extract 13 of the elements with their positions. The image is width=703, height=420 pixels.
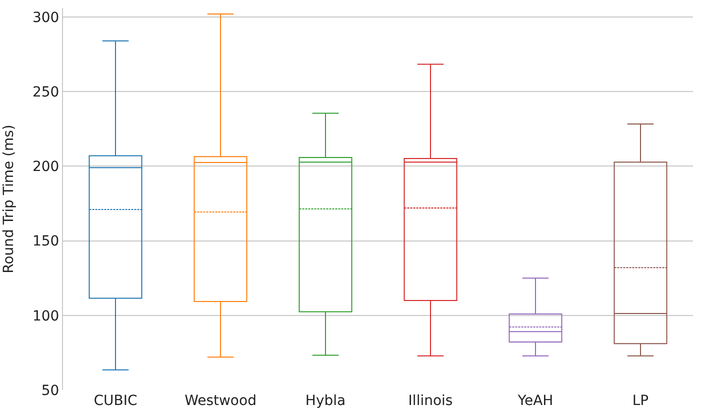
x-tick-label: LP xyxy=(632,393,649,409)
x-tick-label: Westwood xyxy=(184,393,256,409)
y-tick-label: 200 xyxy=(32,159,60,176)
y-tick-label: 300 xyxy=(32,10,60,26)
x-tick-label: YeAH xyxy=(516,393,554,409)
y-tick-label: 250 xyxy=(32,84,60,100)
y-tick-label: 100 xyxy=(32,308,60,324)
x-tick-label: CUBIC xyxy=(94,393,138,409)
y-tick-label: 150 xyxy=(32,234,60,250)
x-tick-label: Hybla xyxy=(305,393,346,409)
y-tick-label: 50 xyxy=(41,382,60,399)
y-axis-title: Round Trip Time (ms) xyxy=(1,124,18,274)
x-tick-label: Illinois xyxy=(408,393,453,409)
